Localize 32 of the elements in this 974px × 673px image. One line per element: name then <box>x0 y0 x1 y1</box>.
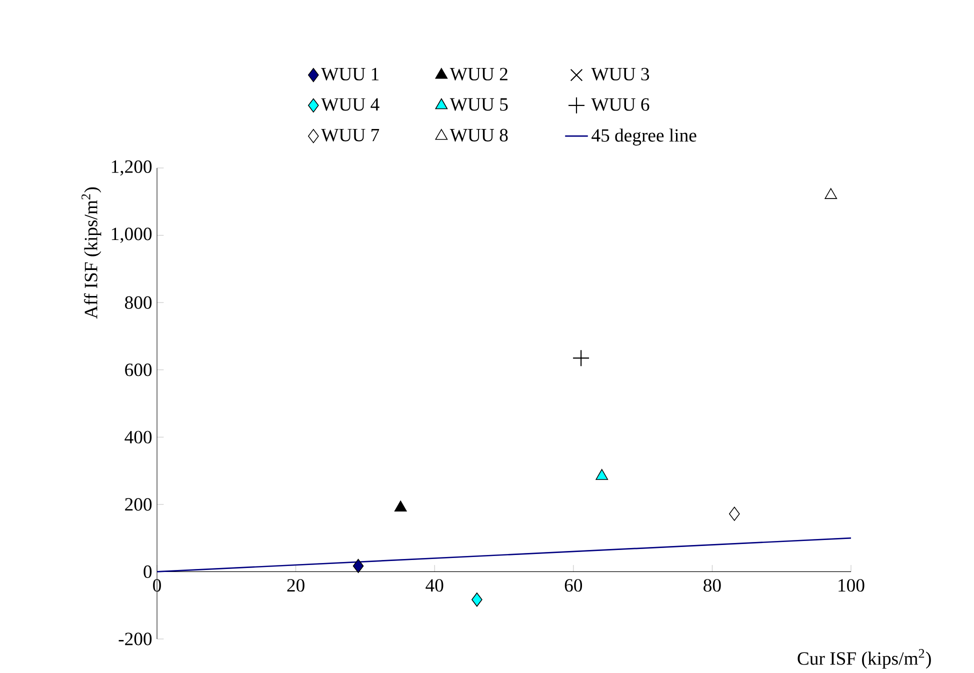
y-tick-label: 600 <box>125 364 152 376</box>
legend-label: WUU 2 <box>450 68 508 80</box>
point <box>572 350 590 367</box>
legend-label: WUU 8 <box>450 128 508 142</box>
y-axis-title: Aff ISF (kips/m$^{2}$) <box>82 187 102 319</box>
x-axis-title: Cur ISF (kips/m$^{2}$) <box>798 648 931 669</box>
x-tick-label: 60 <box>564 579 582 592</box>
legend-label: WUU 3 <box>591 68 650 80</box>
legend-label: WUU 5 <box>450 98 508 111</box>
y-tick-label: -200 <box>118 632 152 646</box>
point <box>352 558 364 574</box>
legend-label: WUU 6 <box>591 98 650 111</box>
point <box>394 500 407 512</box>
y-tick-label: 0 <box>144 565 152 578</box>
point <box>824 188 838 199</box>
legend-label: WUU 7 <box>321 128 380 142</box>
point <box>472 592 482 607</box>
legend-label: WUU 1 <box>321 68 379 80</box>
x-tick-label: 0 <box>153 579 161 592</box>
y-tick-label: 800 <box>125 296 152 309</box>
x-tick-label: 40 <box>426 579 444 592</box>
legend-label: WUU 4 <box>321 98 380 111</box>
point <box>596 469 608 480</box>
y-tick-label: 1,200 <box>112 160 152 176</box>
legend-label: 45 degree line <box>592 128 696 146</box>
x-tick-label: 100 <box>838 579 864 592</box>
x-tick-label: 80 <box>704 579 721 592</box>
y-tick-label: 1,000 <box>112 228 152 243</box>
point <box>729 506 740 521</box>
x-tick-label: 20 <box>287 579 304 592</box>
y-tick-label: 200 <box>125 498 152 511</box>
y-tick-label: 400 <box>124 430 152 444</box>
